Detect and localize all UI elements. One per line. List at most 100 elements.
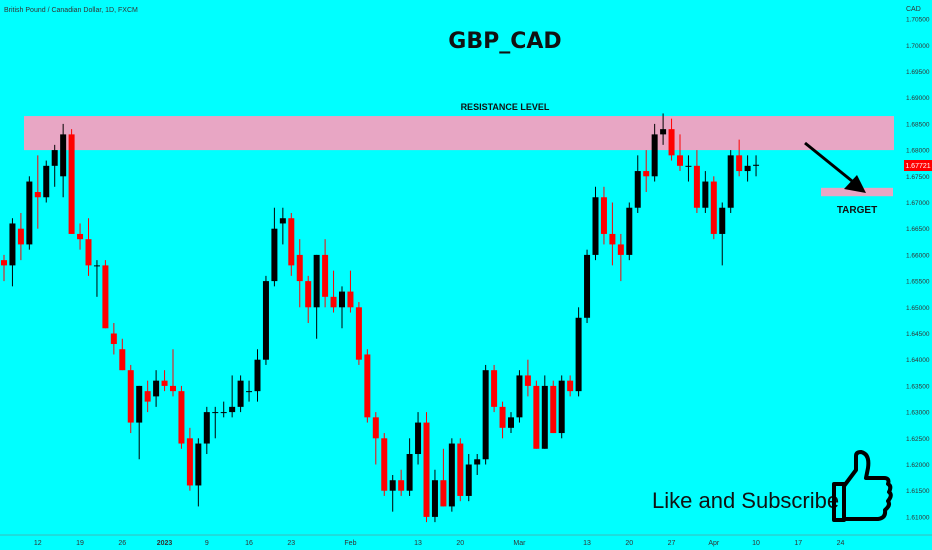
candle bbox=[457, 438, 464, 502]
candle bbox=[431, 469, 438, 523]
y-tick-label: 1.64500 bbox=[906, 331, 930, 338]
candle-body bbox=[567, 380, 574, 392]
candle-body bbox=[592, 197, 599, 255]
candle bbox=[499, 401, 506, 439]
y-tick-label: 1.70000 bbox=[906, 43, 930, 50]
candle bbox=[93, 260, 100, 297]
y-tick-label: 1.66500 bbox=[906, 226, 930, 233]
candle bbox=[634, 155, 641, 213]
candle bbox=[524, 359, 531, 397]
candle-body bbox=[136, 385, 143, 423]
candle-body bbox=[17, 228, 24, 245]
x-tick-label: Apr bbox=[708, 540, 720, 547]
candle-body bbox=[60, 134, 67, 177]
price-tag-text: 1.67721 bbox=[905, 163, 930, 170]
candle-body bbox=[465, 464, 472, 496]
candle bbox=[127, 364, 134, 434]
candle bbox=[727, 150, 734, 213]
candle-body bbox=[541, 385, 548, 449]
candle-body bbox=[651, 134, 658, 177]
y-tick-label: 1.66000 bbox=[906, 252, 930, 259]
candle-body bbox=[43, 165, 50, 198]
x-tick-label: 16 bbox=[245, 540, 253, 547]
candle bbox=[144, 380, 151, 413]
candle-body bbox=[423, 422, 430, 517]
candle-body bbox=[161, 380, 168, 386]
candle-body bbox=[508, 417, 514, 428]
candle bbox=[719, 202, 726, 266]
candle-body bbox=[271, 228, 278, 282]
candle bbox=[491, 364, 498, 413]
candle-body bbox=[85, 239, 92, 266]
candle-body bbox=[668, 129, 675, 156]
candle-body bbox=[710, 181, 717, 234]
target-label: TARGET bbox=[837, 205, 877, 216]
candle bbox=[170, 349, 176, 397]
resistance-label: RESISTANCE LEVEL bbox=[461, 102, 550, 112]
candle-body bbox=[77, 233, 84, 240]
target-arrow-head bbox=[844, 175, 866, 193]
candle-body bbox=[600, 197, 607, 234]
candle bbox=[1, 254, 7, 282]
y-tick-label: 1.65000 bbox=[906, 305, 930, 312]
candle-body bbox=[516, 375, 523, 418]
candle bbox=[161, 370, 168, 392]
candle bbox=[220, 401, 227, 418]
candle-body bbox=[262, 281, 269, 360]
candle bbox=[702, 171, 709, 213]
candle bbox=[398, 469, 405, 496]
candle-body bbox=[186, 438, 193, 486]
y-tick-label: 1.62500 bbox=[906, 436, 930, 443]
currency-label: CAD bbox=[906, 6, 921, 13]
candle bbox=[753, 155, 760, 177]
candle bbox=[322, 239, 329, 308]
candle bbox=[381, 433, 388, 496]
candle-body bbox=[195, 443, 202, 486]
candle-body bbox=[457, 443, 464, 496]
x-tick-label: 12 bbox=[34, 540, 42, 547]
candle-body bbox=[26, 181, 33, 245]
candle bbox=[119, 338, 126, 371]
candle bbox=[558, 375, 565, 439]
y-tick-label: 1.68000 bbox=[906, 148, 930, 155]
candle bbox=[271, 207, 278, 287]
x-tick-label: 2023 bbox=[157, 540, 173, 547]
candle-body bbox=[170, 385, 176, 392]
price-tag bbox=[904, 160, 932, 171]
candle bbox=[516, 370, 523, 423]
candle-body bbox=[550, 385, 557, 434]
candle-body bbox=[524, 375, 531, 386]
candle-body bbox=[313, 254, 320, 308]
candle bbox=[736, 139, 743, 177]
y-tick-label: 1.70500 bbox=[906, 17, 930, 24]
candle bbox=[178, 385, 185, 449]
candle-body bbox=[212, 412, 219, 414]
candle bbox=[448, 438, 455, 512]
candle-body bbox=[355, 307, 362, 360]
candle-body bbox=[719, 207, 726, 234]
candle bbox=[136, 385, 143, 460]
candle bbox=[212, 406, 219, 439]
candle bbox=[423, 412, 430, 523]
candle-body bbox=[575, 317, 582, 392]
candle-body bbox=[93, 265, 100, 267]
candle-body bbox=[744, 165, 751, 172]
candle-body bbox=[68, 134, 75, 234]
x-tick-label: 19 bbox=[76, 540, 84, 547]
candle bbox=[246, 380, 253, 402]
y-tick-label: 1.61500 bbox=[906, 488, 930, 495]
x-tick-label: 20 bbox=[625, 540, 633, 547]
candle bbox=[474, 454, 481, 475]
candle-body bbox=[693, 165, 700, 208]
x-tick-label: 17 bbox=[794, 540, 802, 547]
y-tick-label: 1.61000 bbox=[906, 514, 930, 521]
candle bbox=[550, 380, 557, 434]
candle bbox=[195, 438, 202, 507]
y-tick-label: 1.69000 bbox=[906, 95, 930, 102]
x-tick-label: 24 bbox=[837, 540, 845, 547]
candle bbox=[26, 176, 33, 250]
candle-body bbox=[144, 391, 151, 402]
candle-body bbox=[372, 417, 379, 439]
y-tick-label: 1.65500 bbox=[906, 279, 930, 286]
candle-body bbox=[677, 155, 683, 166]
